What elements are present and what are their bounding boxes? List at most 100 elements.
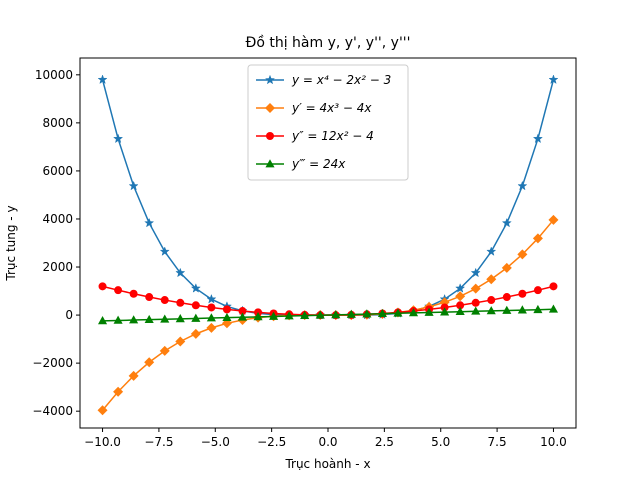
series-3-point-21 xyxy=(424,307,434,316)
series-3-point-7 xyxy=(206,313,216,322)
legend-label-1: y′ = 4x³ − 4x xyxy=(291,101,372,115)
series-3-point-29 xyxy=(548,304,559,313)
legend-marker-0 xyxy=(264,74,276,85)
series-2-point-8 xyxy=(222,305,231,314)
series-0-point-3 xyxy=(144,217,155,228)
series-1-point-29 xyxy=(548,214,559,225)
series-1-point-27 xyxy=(517,249,528,260)
series-3-point-0 xyxy=(97,316,108,325)
series-1-point-1 xyxy=(113,386,124,397)
x-tick-label-5: 2.5 xyxy=(375,435,394,449)
series-2-point-4 xyxy=(160,296,169,305)
legend-box xyxy=(247,64,409,181)
x-tick-label-4: 0.0 xyxy=(318,435,337,449)
series-1-point-7 xyxy=(206,322,217,333)
series-3-point-15 xyxy=(331,310,341,319)
series-3-point-5 xyxy=(175,314,185,323)
series-2-point-27 xyxy=(518,289,527,298)
y-tick-label-4: 4000 xyxy=(42,212,73,226)
y-tick-label-5: 6000 xyxy=(42,164,73,178)
y-tick-label-3: 2000 xyxy=(42,260,73,274)
series-3-point-16 xyxy=(346,309,356,318)
legend-marker-2 xyxy=(266,132,274,140)
series-0-point-2 xyxy=(128,180,139,191)
plot-marks xyxy=(97,74,559,416)
series-1-point-6 xyxy=(190,328,201,339)
series-0-point-29 xyxy=(548,74,559,85)
chart-title: Đồ thị hàm y, y', y'', y''' xyxy=(245,34,410,51)
series-2-point-6 xyxy=(191,301,200,310)
series-0-point-4 xyxy=(159,246,170,256)
series-3-point-25 xyxy=(486,306,496,315)
x-tick-label-0: −10.0 xyxy=(84,435,121,449)
series-3 xyxy=(97,304,559,325)
series-0-point-24 xyxy=(470,267,481,278)
x-tick-label-2: −5.0 xyxy=(201,435,230,449)
series-1-point-25 xyxy=(486,274,497,285)
series-3-point-9 xyxy=(237,312,248,321)
series-0-point-0 xyxy=(97,74,108,85)
series-1-point-23 xyxy=(455,291,466,302)
legend: y = x⁴ − 2x² − 3 y′ = 4x³ − 4x y″ = 12x² −… xyxy=(247,64,409,181)
series-0-point-5 xyxy=(175,267,186,278)
series-1-point-0 xyxy=(97,405,108,416)
series-1-point-4 xyxy=(159,345,170,356)
series-3-point-20 xyxy=(408,308,419,317)
x-tick-label-7: 7.5 xyxy=(488,435,507,449)
y-axis: −4000 −2000 0 2000 4000 6000 8000 10000 xyxy=(32,68,80,418)
series-0-point-27 xyxy=(517,180,528,191)
series-1-point-24 xyxy=(470,283,481,294)
series-2-point-3 xyxy=(145,293,154,302)
series-3-point-6 xyxy=(191,313,201,322)
series-2-point-23 xyxy=(456,301,465,310)
series-1-point-3 xyxy=(144,357,155,368)
series-0-point-6 xyxy=(190,283,201,293)
series-3-point-27 xyxy=(517,305,527,314)
series-3-point-23 xyxy=(455,306,465,316)
series-3-point-12 xyxy=(284,311,294,320)
legend-label-2: y″ = 12x² − 4 xyxy=(291,129,374,143)
x-axis-label: Trục hoành - x xyxy=(284,457,370,471)
series-3-point-3 xyxy=(144,314,154,323)
series-1-point-26 xyxy=(501,262,512,273)
series-2-point-29 xyxy=(549,282,558,291)
series-3-point-18 xyxy=(377,308,387,318)
series-3-point-10 xyxy=(253,312,263,321)
series-3-point-28 xyxy=(533,304,543,314)
series-2-point-24 xyxy=(471,298,480,307)
series-0-point-26 xyxy=(501,217,512,228)
series-0-point-23 xyxy=(455,283,466,293)
series-1-point-5 xyxy=(175,336,186,347)
series-2-point-7 xyxy=(207,303,216,312)
series-2-point-25 xyxy=(487,296,496,305)
series-3-point-14 xyxy=(315,310,325,319)
series-2-point-5 xyxy=(176,298,185,307)
series-1-point-28 xyxy=(532,233,543,244)
y-tick-label-7: 10000 xyxy=(35,68,73,82)
y-tick-label-1: −2000 xyxy=(32,356,73,370)
series-2-point-1 xyxy=(114,286,123,295)
legend-label-0: y = x⁴ − 2x² − 3 xyxy=(291,73,391,87)
series-3-point-19 xyxy=(393,308,403,317)
series-3-point-11 xyxy=(269,311,279,320)
series-3-point-13 xyxy=(300,310,310,320)
series-2-point-2 xyxy=(129,289,138,298)
x-tick-label-6: 5.0 xyxy=(431,435,450,449)
series-3-point-26 xyxy=(502,305,512,314)
legend-label-3: y‴ = 24x xyxy=(291,157,346,171)
y-tick-label-0: −4000 xyxy=(32,404,73,418)
series-0-point-25 xyxy=(486,246,497,256)
x-tick-label-8: 10.0 xyxy=(540,435,567,449)
series-2-point-0 xyxy=(98,282,107,291)
series-3-point-22 xyxy=(440,307,450,316)
legend-marker-1 xyxy=(265,103,275,113)
series-3-point-8 xyxy=(222,312,232,322)
series-3-point-24 xyxy=(471,306,481,315)
y-tick-label-2: 0 xyxy=(65,308,73,322)
series-2-point-28 xyxy=(533,286,542,295)
series-3-point-17 xyxy=(362,309,372,318)
x-axis: −10.0 −7.5 −5.0 −2.5 0.0 2.5 5.0 7.5 10.0 xyxy=(84,428,567,449)
series-2-point-26 xyxy=(502,293,511,302)
series-0-point-7 xyxy=(206,293,217,304)
